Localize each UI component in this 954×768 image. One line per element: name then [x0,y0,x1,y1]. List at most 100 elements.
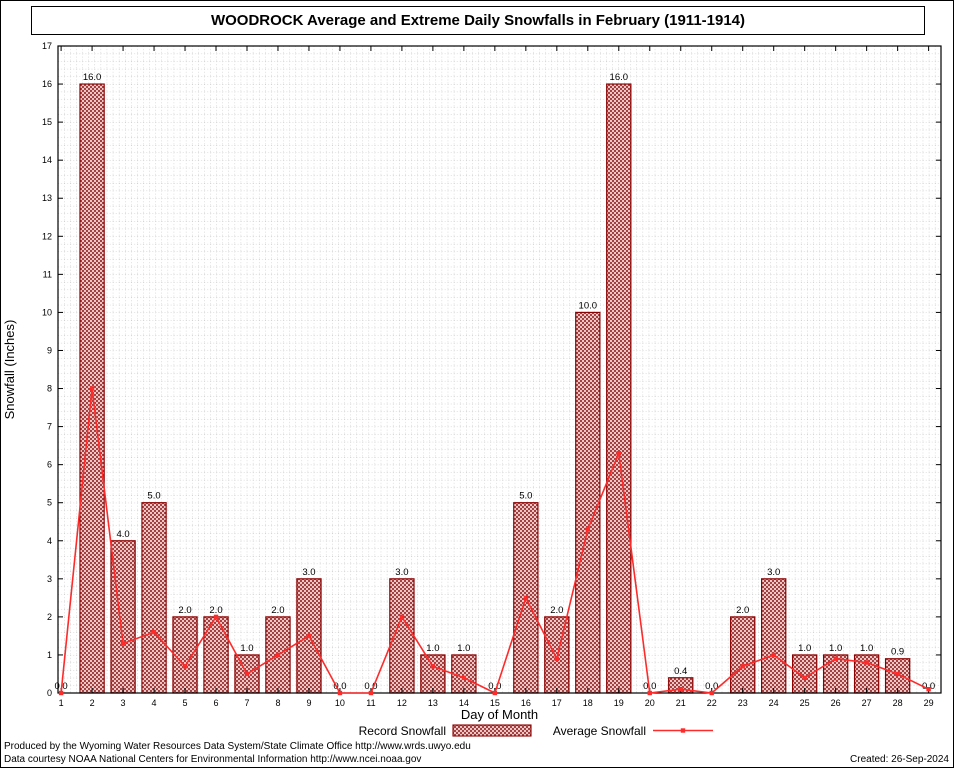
average-marker-day-18 [585,527,590,532]
page-title: WOODROCK Average and Extreme Daily Snowf… [31,6,925,35]
average-marker-day-5 [182,664,188,669]
legend-record-swatch [452,724,532,737]
svg-text:28: 28 [893,698,903,708]
svg-text:4: 4 [152,698,157,708]
record-bar-day-3 [110,540,136,694]
svg-text:17: 17 [42,41,52,51]
svg-text:0: 0 [47,688,52,698]
average-marker-day-3 [120,641,126,646]
svg-text:14: 14 [42,155,52,165]
average-marker-day-1 [58,690,64,696]
svg-text:29: 29 [924,698,934,708]
average-marker-day-17 [554,656,560,661]
svg-text:8: 8 [47,384,52,394]
average-snowfall-line [58,386,931,696]
average-marker-day-23 [740,664,745,669]
bar-label-day-14: 1.0 [457,643,470,654]
record-bar-day-25 [791,654,818,694]
average-marker-day-22 [709,690,714,696]
svg-text:11: 11 [366,698,375,708]
created-date: Created: 26-Sep-2024 [850,754,949,765]
average-marker-day-2 [89,386,95,391]
bar-label-day-22: 0.0 [705,681,718,692]
svg-text:5: 5 [47,498,52,508]
record-bar-day-5 [172,616,198,694]
bar-label-day-13: 1.0 [426,643,439,654]
record-snowfall-bars [79,83,911,694]
record-bar-day-17 [544,616,570,694]
bar-label-day-23: 2.0 [736,605,749,616]
svg-text:14: 14 [459,698,469,708]
average-marker-day-11 [368,690,374,696]
svg-text:9: 9 [306,698,311,708]
legend: Record Snowfall Average Snowfall [359,724,713,738]
svg-text:3: 3 [47,574,52,584]
svg-text:16: 16 [42,79,52,89]
svg-text:8: 8 [275,698,280,708]
record-bar-day-26 [822,654,849,694]
legend-record-label: Record Snowfall [359,724,446,738]
record-bar-day-4 [141,502,167,694]
footer: Produced by the Wyoming Water Resources … [4,740,949,766]
average-marker-day-7 [244,671,250,677]
average-marker-day-4 [151,629,157,635]
average-marker-day-8 [275,652,281,658]
svg-text:25: 25 [800,698,810,708]
average-marker-day-6 [213,614,219,620]
legend-average-marker [680,728,686,733]
average-marker-day-10 [337,690,343,696]
average-marker-day-26 [833,656,838,661]
average-marker-day-19 [616,451,621,456]
average-marker-day-24 [771,652,776,658]
average-marker-day-13 [430,664,436,669]
footer-data-courtesy: Data courtesy NOAA National Centers for … [4,754,422,765]
average-marker-day-21 [678,686,683,692]
bar-value-labels: 0.0 16.0 4.0 5.0 2.0 2.0 1.0 2.0 3.0 0.0 0.0 3.0 1.0… [54,72,935,692]
bar-label-day-27: 1.0 [860,643,873,654]
bar-label-day-4: 5.0 [147,491,160,502]
svg-text:10: 10 [335,698,345,708]
svg-text:23: 23 [738,698,748,708]
plot-grid [58,46,941,693]
bar-label-day-17: 2.0 [550,605,563,616]
average-marker-day-29 [926,686,931,692]
record-bar-day-9 [296,578,322,694]
svg-text:18: 18 [583,698,593,708]
bar-label-day-15: 0.0 [488,681,501,692]
bar-label-day-26: 1.0 [829,643,842,654]
svg-text:19: 19 [614,698,624,708]
bar-label-day-18: 10.0 [579,300,598,311]
bar-label-day-20: 0.0 [643,681,656,692]
record-bar-day-19 [606,83,632,694]
average-marker-day-14 [461,675,467,680]
record-bar-day-18 [575,311,601,694]
svg-text:26: 26 [831,698,841,708]
average-marker-day-25 [802,675,807,680]
bar-label-day-9: 3.0 [302,567,315,578]
bar-label-day-29: 0.0 [922,681,935,692]
record-bar-day-23 [730,616,756,694]
svg-text:6: 6 [214,698,219,708]
record-bar-day-24 [761,578,787,694]
svg-text:7: 7 [47,422,52,432]
average-marker-day-15 [492,690,498,696]
svg-text:16: 16 [521,698,531,708]
legend-average-label: Average Snowfall [553,724,646,738]
svg-text:2: 2 [47,612,52,622]
bar-label-day-8: 2.0 [271,605,284,616]
svg-text:15: 15 [42,117,52,127]
svg-text:1: 1 [47,650,52,660]
svg-text:27: 27 [862,698,872,708]
svg-text:11: 11 [43,269,52,279]
bar-label-day-5: 2.0 [178,605,191,616]
footer-produced-by: Produced by the Wyoming Water Resources … [4,741,471,752]
svg-text:13: 13 [42,193,52,203]
svg-text:12: 12 [42,231,52,241]
bar-label-day-24: 3.0 [767,567,780,578]
svg-text:21: 21 [676,698,686,708]
record-bar-day-6 [203,616,229,694]
svg-text:12: 12 [397,698,407,708]
